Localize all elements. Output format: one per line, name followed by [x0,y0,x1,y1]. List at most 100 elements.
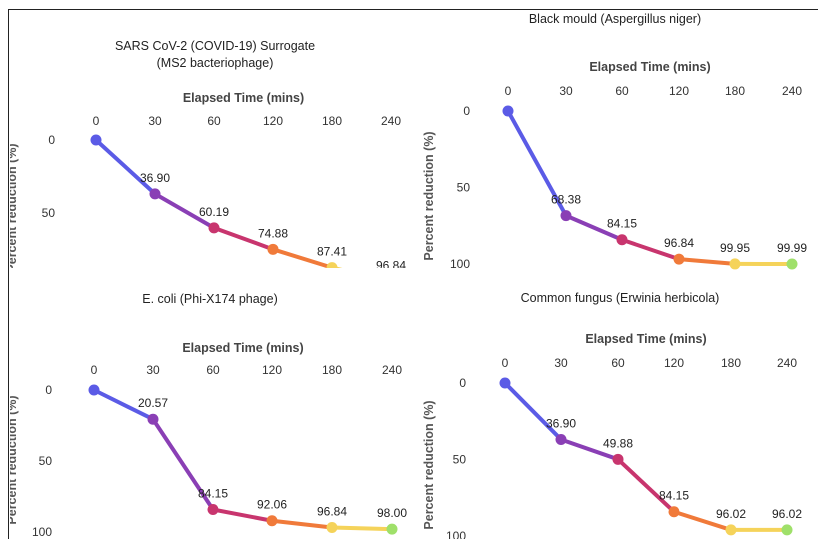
series-line-segment [503,381,563,442]
data-label: 96.84 [376,258,406,272]
series-line-segment [270,518,334,530]
x-tick-label: 240 [381,114,401,128]
data-label: 84.15 [607,217,637,231]
data-point [267,243,279,255]
x-tick-label: 0 [93,114,100,128]
y-tick-label: 100 [32,525,52,539]
data-point [149,188,161,200]
series-line-segment [616,457,676,514]
x-tick-label: 60 [611,356,625,370]
x-tick-label: 60 [615,84,629,98]
data-point [560,210,572,222]
data-point [326,522,338,534]
chart-panel-4: Common fungus (Erwinia herbicola) Elapsed… [422,291,802,539]
data-point [326,262,338,268]
data-label: 84.15 [659,489,689,503]
data-point [386,276,397,287]
chart-title: Black mould (Aspergillus niger) [529,12,701,26]
data-label: 87.41 [317,245,347,259]
data-label: 20.57 [138,396,168,410]
x-tick-label: 180 [725,84,745,98]
x-axis-title: Elapsed Time (mins) [589,60,710,74]
y-axis-title: Percent reduction (%) [422,131,436,260]
series-line-segment [330,265,343,268]
data-label: 99.99 [777,241,807,255]
series-line-segment [620,237,681,262]
series-line-segment [211,507,274,523]
data-point [786,258,798,270]
x-tick-label: 60 [206,363,220,377]
x-tick-label: 30 [146,363,160,377]
x-tick-label: 30 [554,356,568,370]
y-tick-label: 0 [463,104,470,118]
x-tick-label: 240 [382,363,402,377]
series-line-segment [212,225,275,252]
x-tick-label: 180 [322,363,342,377]
chart-title: Common fungus (Erwinia herbicola) [521,291,720,305]
chart-panel-2: Black mould (Aspergillus niger) Elapsed T… [422,12,807,271]
data-label: 92.06 [257,498,287,512]
series-line-segment [153,191,216,230]
image-frame-left [8,9,9,539]
data-point [502,105,514,117]
series-line-segment [564,213,624,242]
x-tick-label: 240 [777,356,797,370]
y-tick-label: 50 [42,206,56,220]
data-label: 68.38 [551,193,581,207]
data-label: 96.02 [716,507,746,521]
x-tick-label: 30 [559,84,573,98]
data-point [208,222,220,234]
data-point [266,515,278,527]
x-tick-label: 180 [322,114,342,128]
data-label: 99.95 [720,241,750,255]
data-label: 98.00 [377,506,407,520]
data-label: 74.88 [258,226,288,240]
data-point [612,453,624,465]
y-tick-label: 0 [45,383,52,397]
y-tick-label: 100 [446,529,466,539]
y-tick-label: 50 [453,453,467,467]
x-tick-label: 120 [664,356,684,370]
x-tick-label: 120 [669,84,689,98]
data-point [725,524,737,536]
data-label: 36.90 [546,416,576,430]
y-tick-label: 50 [457,181,471,195]
series-line-segment [330,525,394,532]
x-tick-label: 180 [721,356,741,370]
series-line-segment [506,109,568,218]
chart-subtitle: (MS2 bacteriophage) [157,56,274,70]
series-line-segment [271,247,334,268]
data-point [616,234,628,246]
data-point [386,523,398,535]
data-label: 96.02 [772,507,802,521]
data-point [668,506,680,518]
x-tick-label: 0 [502,356,509,370]
data-point [673,253,685,265]
series-line-segment [677,257,737,266]
x-axis-title: Elapsed Time (mins) [585,332,706,346]
data-point [147,413,159,425]
x-tick-label: 120 [263,114,283,128]
data-label: 96.84 [664,236,694,250]
x-tick-label: 120 [262,363,282,377]
y-tick-label: 100 [450,257,470,271]
y-axis-title: Percent reduction (%) [422,400,436,529]
data-point [90,134,102,146]
data-point [499,377,511,389]
x-axis-title: Elapsed Time (mins) [183,91,304,105]
series-line-segment [151,417,215,512]
y-tick-label: 50 [39,454,53,468]
chart-panel-3: E. coli (Phi-X174 phage) Elapsed Time (mi… [10,292,407,539]
data-point [729,258,741,270]
series-line-segment [94,138,157,196]
data-point [555,433,567,445]
chart-title: SARS CoV-2 (COVID-19) Surrogate [115,39,315,53]
x-tick-label: 60 [207,114,221,128]
x-tick-label: 0 [505,84,512,98]
data-point [781,524,793,536]
chart-title: E. coli (Phi-X174 phage) [142,292,278,306]
x-tick-label: 30 [148,114,162,128]
y-tick-label: 0 [459,376,466,390]
series-line-segment [92,388,155,422]
data-label: 96.84 [317,505,347,519]
